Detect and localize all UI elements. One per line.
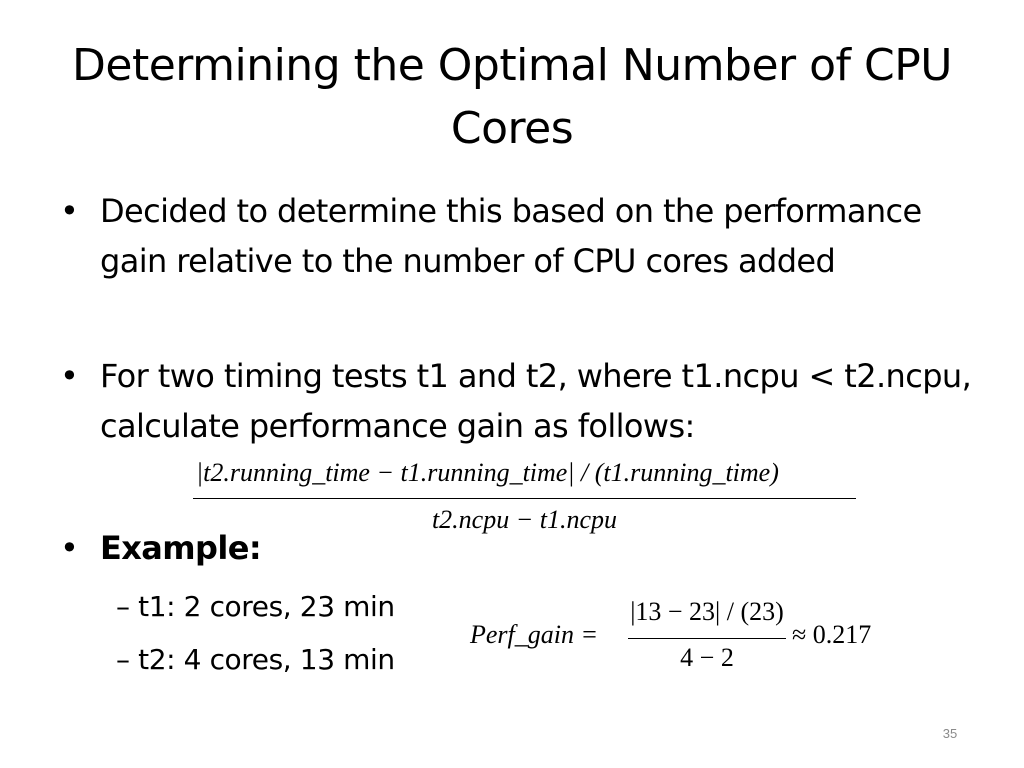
example-item-1: – t1: 2 cores, 23 min	[116, 587, 395, 627]
formula-numerator: |t2.running_time − t1.running_time| / (t…	[196, 458, 779, 487]
example-formula-fraction-bar	[628, 638, 786, 639]
slide-title: Determining the Optimal Number of CPU Co…	[72, 40, 952, 154]
dash-marker: –	[116, 590, 130, 623]
example-formula-numerator: |13 − 23| / (23)	[630, 597, 784, 626]
formula-fraction-bar	[193, 498, 856, 499]
bullet-text-2: For two timing tests t1 and t2, where t1…	[100, 357, 972, 445]
bullet-text-example: Example:	[100, 529, 262, 567]
bullet-marker: •	[60, 192, 79, 230]
example-item-2-text: t2: 4 cores, 13 min	[138, 643, 395, 676]
example-item-2: – t2: 4 cores, 13 min	[116, 640, 395, 680]
dash-marker: –	[116, 643, 130, 676]
page-number: 35	[942, 726, 958, 741]
formula-denominator: t2.ncpu − t1.ncpu	[431, 505, 618, 534]
bullet-marker: •	[60, 357, 79, 395]
example-formula-result: ≈ 0.217	[792, 620, 872, 649]
example-item-1-text: t1: 2 cores, 23 min	[138, 590, 395, 623]
bullet-text-1: Decided to determine this based on the p…	[100, 192, 922, 280]
example-formula-lhs: Perf_gain =	[470, 620, 599, 649]
example-formula-denominator: 4 − 2	[680, 643, 734, 672]
bullet-marker: •	[60, 529, 79, 567]
